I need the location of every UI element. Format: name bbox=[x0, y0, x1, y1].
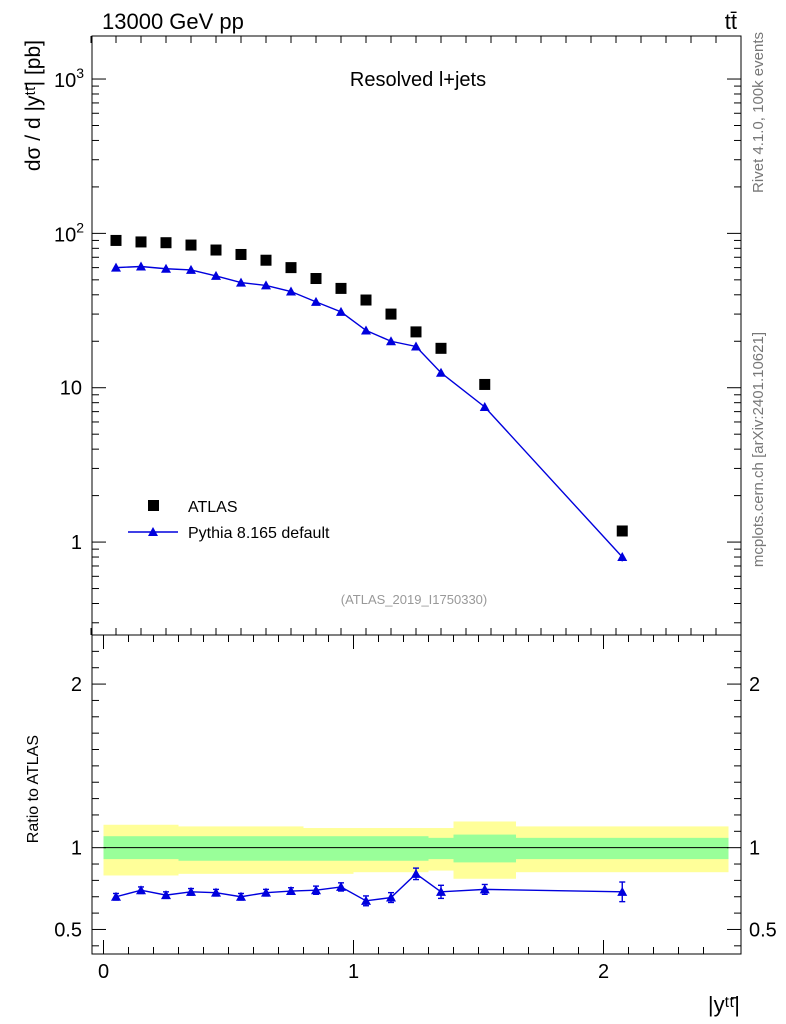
rivet-label: Rivet 4.1.0, 100k events bbox=[750, 32, 767, 193]
atlas-data-point bbox=[285, 262, 297, 274]
ratio-y-tick-label-left: 0.5 bbox=[54, 919, 82, 941]
ratio-band-inner bbox=[428, 837, 454, 860]
ratio-mc-point bbox=[286, 886, 296, 896]
mc-point bbox=[311, 296, 321, 306]
mc-point bbox=[617, 552, 628, 562]
ratio-band-inner bbox=[378, 836, 404, 861]
atlas-data-point bbox=[160, 237, 172, 249]
ratio-band-inner bbox=[178, 836, 204, 861]
main-y-tick-label: 10 bbox=[60, 378, 82, 400]
atlas-data-point bbox=[479, 378, 491, 390]
legend: ATLAS Pythia 8.165 default bbox=[128, 499, 330, 542]
x-tick-label: 1 bbox=[348, 961, 359, 983]
mc-point bbox=[211, 270, 221, 280]
ratio-band-inner bbox=[228, 836, 254, 861]
mc-point bbox=[186, 264, 196, 274]
ratio-mc-point bbox=[161, 890, 171, 900]
atlas-data-point bbox=[310, 273, 322, 285]
x-tick-label: 0 bbox=[98, 961, 109, 983]
mc-point bbox=[361, 325, 371, 335]
ratio-band-inner bbox=[203, 836, 229, 861]
main-y-tick-label: 103 bbox=[54, 65, 84, 92]
mc-point bbox=[436, 367, 446, 377]
mc-point bbox=[136, 261, 146, 271]
legend-data-marker bbox=[148, 500, 159, 511]
ratio-mc-point bbox=[479, 884, 490, 894]
atlas-data-point bbox=[616, 525, 628, 537]
mc-point bbox=[411, 341, 421, 351]
analysis-label: (ATLAS_2019_I1750330) bbox=[341, 592, 487, 607]
ratio-band-inner bbox=[328, 836, 354, 861]
mc-point bbox=[336, 306, 346, 316]
source-label: mcplots.cern.ch [arXiv:2401.10621] bbox=[750, 332, 767, 567]
atlas-data-point bbox=[185, 239, 197, 251]
mc-point bbox=[161, 263, 171, 273]
ratio-mc-point bbox=[311, 885, 321, 895]
atlas-data-point bbox=[260, 254, 272, 266]
ratio-mc-point bbox=[186, 886, 196, 896]
ratio-mc-point bbox=[336, 881, 346, 891]
ratio-band-inner bbox=[353, 836, 379, 861]
ratio-band-inner bbox=[516, 837, 729, 860]
legend-mc-marker bbox=[148, 527, 158, 536]
atlas-data-point bbox=[210, 244, 222, 256]
x-tick-label: 2 bbox=[598, 961, 609, 983]
ratio-y-axis-label: Ratio to ATLAS bbox=[25, 735, 42, 843]
legend-data-label: ATLAS bbox=[188, 499, 238, 516]
main-y-tick-label: 102 bbox=[54, 219, 84, 246]
plot-title: Resolved l+jets bbox=[350, 69, 486, 91]
ratio-mc-point bbox=[411, 868, 421, 878]
ratio-y-tick-label-right: 2 bbox=[749, 674, 760, 696]
ratio-mc-point bbox=[136, 885, 146, 895]
mc-point bbox=[479, 402, 490, 412]
ratio-y-tick-label-right: 1 bbox=[749, 838, 760, 860]
mc-point bbox=[261, 280, 271, 290]
ratio-band-inner bbox=[403, 836, 429, 861]
ratio-y-tick-label-left: 1 bbox=[71, 838, 82, 860]
ratio-mc-point bbox=[436, 886, 446, 896]
x-axis-label: |yᵗᵗ̄| bbox=[708, 992, 740, 1017]
ratio-band-inner bbox=[278, 836, 304, 861]
mc-point bbox=[236, 277, 246, 287]
atlas-data-point bbox=[385, 308, 397, 320]
main-y-tick-label: 1 bbox=[71, 532, 82, 554]
atlas-data-point bbox=[135, 236, 147, 248]
mc-point bbox=[111, 262, 121, 272]
ratio-mc-point bbox=[361, 895, 371, 905]
ratio-band-inner bbox=[253, 836, 279, 861]
atlas-data-point bbox=[410, 326, 422, 338]
ratio-band-inner bbox=[453, 834, 516, 863]
mc-point bbox=[286, 286, 296, 296]
ratio-band-inner bbox=[303, 836, 329, 861]
ratio-mc-point bbox=[617, 886, 628, 896]
ratio-mc-point bbox=[111, 891, 121, 901]
atlas-data-point bbox=[360, 294, 372, 306]
ratio-y-tick-label-right: 0.5 bbox=[749, 919, 777, 941]
atlas-data-point bbox=[435, 342, 447, 354]
ratio-mc-point bbox=[211, 887, 221, 897]
mc-line bbox=[115, 265, 623, 558]
process-label: tt̄ bbox=[725, 9, 737, 34]
ratio-mc-point bbox=[261, 887, 271, 897]
ratio-mc-point bbox=[236, 891, 246, 901]
ratio-mc-line bbox=[115, 872, 623, 902]
ratio-y-tick-label-left: 2 bbox=[71, 674, 82, 696]
atlas-data-point bbox=[335, 282, 347, 294]
energy-label: 13000 GeV pp bbox=[102, 9, 244, 34]
main-y-axis-label: dσ / d |yᵗᵗ̄| [pb] bbox=[22, 40, 45, 171]
mc-point bbox=[386, 336, 396, 346]
ratio-mc-point bbox=[386, 892, 396, 902]
atlas-data-point bbox=[110, 234, 122, 246]
atlas-data-point bbox=[235, 248, 247, 260]
ratio-panel-frame bbox=[91, 634, 742, 955]
legend-mc-label: Pythia 8.165 default bbox=[188, 525, 330, 542]
